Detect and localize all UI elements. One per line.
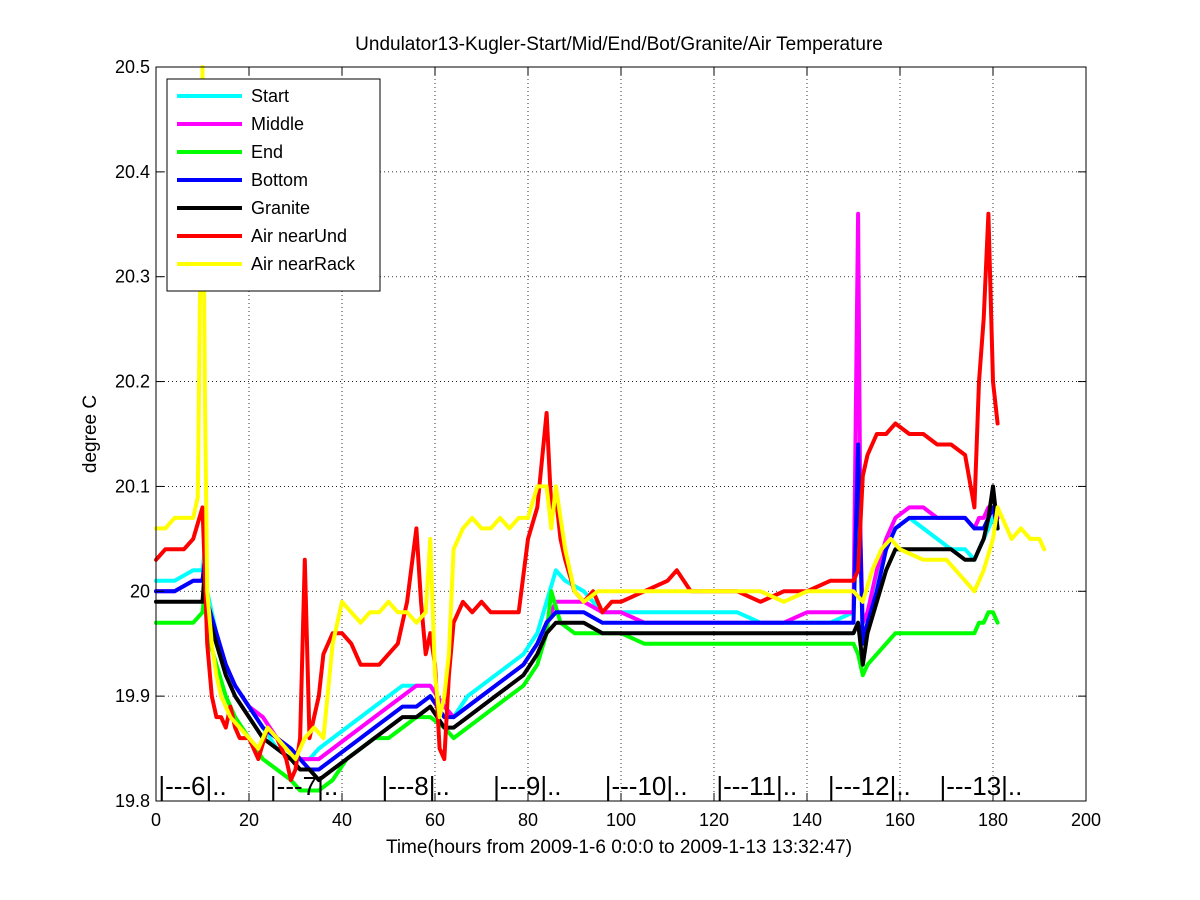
y-tick-label: 20.2 <box>115 372 150 392</box>
y-tick-label: 19.8 <box>115 791 150 811</box>
day-marker: |---8|.. <box>382 771 450 801</box>
legend-entry: Bottom <box>251 170 308 190</box>
legend-entry: Middle <box>251 114 304 134</box>
y-axis-label: degree C <box>80 395 101 473</box>
x-tick-label: 200 <box>1071 810 1101 830</box>
y-tick-label: 20 <box>130 581 150 601</box>
x-tick-label: 120 <box>699 810 729 830</box>
day-marker: |---10|.. <box>605 771 688 801</box>
day-marker: |---12|.. <box>828 771 911 801</box>
x-tick-label: 0 <box>151 810 161 830</box>
series-line-5 <box>154 211 1000 782</box>
day-marker: |---7|.. <box>270 771 338 801</box>
legend-box <box>166 78 381 292</box>
series-layer <box>154 65 1047 793</box>
day-marker: |---11|.. <box>716 771 797 801</box>
x-tick-label: 80 <box>518 810 538 830</box>
tick-layer: 0 20 40 60 80 100 120 140 160 180 200 19.8 19.9 20 20.… <box>115 57 1101 830</box>
day-marker: |---6|.. <box>158 771 226 801</box>
y-tick-label: 20.3 <box>115 267 150 287</box>
x-tick-label: 40 <box>332 810 352 830</box>
y-tick-label: 20.5 <box>115 57 150 77</box>
day-marker-layer: |---6|.. |---7|.. |---8|.. |---9|.. |---10|.… <box>158 771 1022 801</box>
legend-entry: Start <box>251 86 289 106</box>
legend-entry: Air nearUnd <box>251 226 347 246</box>
day-marker: |---9|.. <box>493 771 561 801</box>
chart-title: Undulator13-Kugler-Start/Mid/End/Bot/Gra… <box>355 34 883 55</box>
legend: Start Middle End Bottom Granite Air nearUnd Ai… <box>166 78 381 292</box>
x-axis-label: Time(hours from 2009-1-6 0:0:0 to 2009-1… <box>386 837 852 858</box>
y-tick-label: 20.1 <box>115 476 150 496</box>
x-tick-label: 100 <box>606 810 636 830</box>
x-tick-label: 160 <box>885 810 915 830</box>
legend-entry: Granite <box>251 198 310 218</box>
legend-entry: Air nearRack <box>251 254 356 274</box>
y-tick-label: 20.4 <box>115 162 150 182</box>
x-tick-label: 60 <box>425 810 445 830</box>
legend-entry: End <box>251 142 283 162</box>
x-tick-label: 140 <box>792 810 822 830</box>
series-line-6 <box>154 65 1047 762</box>
y-tick-label: 19.9 <box>115 686 150 706</box>
x-tick-label: 20 <box>239 810 259 830</box>
x-tick-label: 180 <box>978 810 1008 830</box>
day-marker: |---13|.. <box>940 771 1023 801</box>
